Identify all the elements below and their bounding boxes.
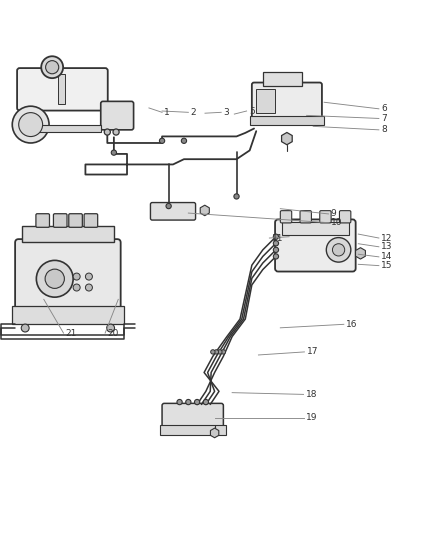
Text: 3: 3 [223,108,229,117]
Text: 14: 14 [381,252,392,261]
Bar [12,306,124,324]
Text: 19: 19 [306,413,317,422]
FancyBboxPatch shape [101,101,134,130]
Text: 7: 7 [381,114,387,123]
Text: 17: 17 [307,348,318,357]
Circle shape [332,244,345,256]
Circle shape [234,194,239,199]
Bar [160,425,226,435]
Text: 18: 18 [306,390,317,399]
Text: 12: 12 [381,233,392,243]
FancyBboxPatch shape [69,214,82,227]
Text: 6: 6 [381,104,387,114]
Circle shape [73,273,80,280]
Circle shape [214,350,219,354]
Text: 11: 11 [272,233,283,243]
Text: 16: 16 [346,320,357,329]
FancyBboxPatch shape [162,403,223,427]
Circle shape [159,138,165,143]
Text: 5: 5 [249,107,254,116]
Bar [58,74,65,104]
Circle shape [104,129,110,135]
Text: 10: 10 [331,218,342,227]
Circle shape [107,324,114,332]
Circle shape [221,350,226,354]
Circle shape [41,56,63,78]
Circle shape [36,260,73,297]
Circle shape [113,129,119,135]
FancyBboxPatch shape [84,214,98,227]
Circle shape [177,399,182,405]
Circle shape [45,269,64,288]
Text: 1: 1 [164,108,170,117]
Circle shape [21,324,29,332]
Text: 9: 9 [331,209,336,219]
FancyBboxPatch shape [36,214,49,227]
Circle shape [46,61,59,74]
Text: 21: 21 [66,328,77,337]
FancyBboxPatch shape [339,211,351,223]
Bar [282,222,349,235]
Bar [256,89,275,113]
FancyBboxPatch shape [252,83,322,120]
Circle shape [12,106,49,143]
FancyBboxPatch shape [275,220,356,271]
FancyBboxPatch shape [151,203,195,220]
Text: 15: 15 [381,261,392,270]
Bar [22,227,114,242]
Circle shape [211,350,215,354]
Circle shape [111,150,117,155]
FancyBboxPatch shape [53,214,67,227]
Circle shape [19,112,42,136]
Circle shape [273,254,279,259]
Circle shape [203,399,208,405]
Circle shape [273,234,279,239]
Circle shape [73,284,80,291]
Circle shape [218,350,222,354]
Bar [250,116,324,125]
FancyBboxPatch shape [17,68,108,110]
Text: 13: 13 [381,243,392,251]
Circle shape [326,238,351,262]
Text: 20: 20 [107,328,119,337]
FancyBboxPatch shape [280,211,292,223]
Circle shape [85,273,92,280]
Circle shape [181,138,187,143]
Circle shape [166,204,171,209]
FancyBboxPatch shape [15,239,120,310]
Text: 2: 2 [191,108,196,117]
Circle shape [194,399,200,405]
Bar [263,71,302,86]
Circle shape [85,284,92,291]
Circle shape [273,241,279,246]
FancyBboxPatch shape [300,211,311,223]
Text: 8: 8 [381,125,387,134]
FancyBboxPatch shape [320,211,331,223]
Circle shape [186,399,191,405]
Circle shape [273,247,279,253]
Bar [28,125,101,132]
